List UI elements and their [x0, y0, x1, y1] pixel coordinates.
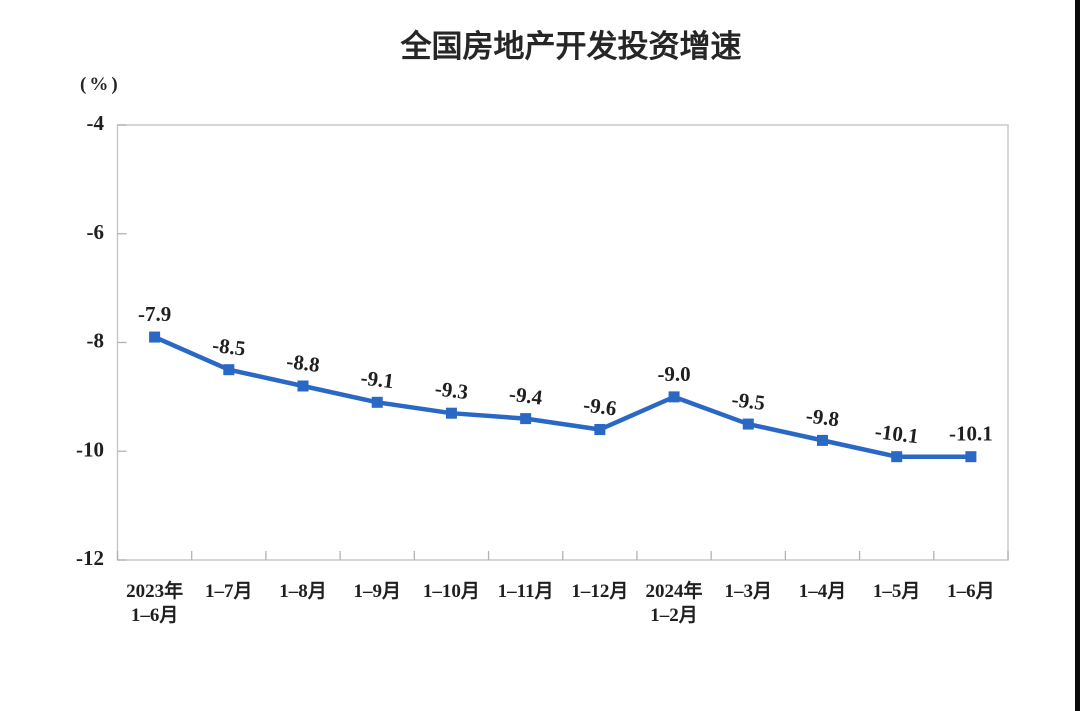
data-point-label: -10.1: [949, 422, 993, 446]
data-point-marker: [668, 391, 680, 403]
data-point-label: -9.4: [508, 382, 544, 410]
y-axis-tick-label: -8: [87, 329, 105, 353]
data-point-label: -9.5: [730, 387, 766, 415]
x-axis-category-label: 1–9月: [353, 581, 401, 602]
y-axis-tick-label: -12: [76, 546, 104, 570]
y-axis-tick-label: -4: [87, 111, 105, 135]
data-point-marker: [891, 451, 903, 463]
series-line: [152, 334, 974, 459]
data-point-marker: [371, 396, 383, 408]
data-point-label: -9.6: [582, 393, 618, 421]
y-axis-tick-label: -10: [76, 437, 104, 461]
x-axis-category-label: 2023年 1–6月: [126, 579, 183, 626]
data-point-marker: [149, 331, 161, 343]
screen-right-edge-bar: [1075, 0, 1080, 711]
y-axis-unit-label: (%): [80, 74, 121, 95]
x-axis-category-label: 1–12月: [571, 581, 628, 602]
data-point-label: -10.1: [874, 419, 920, 448]
data-point-marker: [965, 451, 977, 463]
data-point-marker: [594, 424, 606, 435]
data-point-label: -9.0: [657, 362, 690, 386]
plot-border: [116, 124, 1009, 561]
data-point-label: -9.8: [805, 403, 841, 431]
x-axis-category-label: 1–5月: [873, 581, 921, 602]
data-point-marker: [520, 413, 532, 425]
x-axis-category-label: 1–6月: [947, 581, 995, 602]
x-axis-category-label: 1–4月: [799, 581, 847, 602]
data-point-label: -8.8: [285, 349, 321, 377]
x-axis-category-label: 1–7月: [205, 581, 253, 602]
data-point-marker: [297, 380, 309, 392]
x-axis-category-label: 1–10月: [423, 581, 480, 602]
data-point-label: -9.3: [434, 376, 470, 404]
data-point-marker: [742, 418, 754, 430]
data-point-label: -7.9: [138, 302, 171, 326]
data-point-marker: [445, 407, 457, 419]
x-axis-category-label: 1–3月: [725, 581, 773, 602]
y-axis-tick-label: -6: [87, 220, 105, 244]
data-point-label: -9.1: [359, 365, 395, 393]
x-axis-category-label: 1–11月: [498, 581, 554, 602]
data-point-marker: [816, 434, 828, 446]
data-point-marker: [223, 364, 235, 376]
chart-title: 全国房地产开发投资增速: [400, 29, 742, 64]
x-axis-category-label: 2024年 1–2月: [646, 579, 703, 626]
data-point-label: -8.5: [211, 333, 247, 361]
x-axis-category-label: 1–8月: [279, 581, 327, 602]
plot-area: -4 -6 -8 -10 -12 2023年 1–6月 1–7月 1–8月 1–9月 1–10月 1–…: [76, 111, 1009, 626]
